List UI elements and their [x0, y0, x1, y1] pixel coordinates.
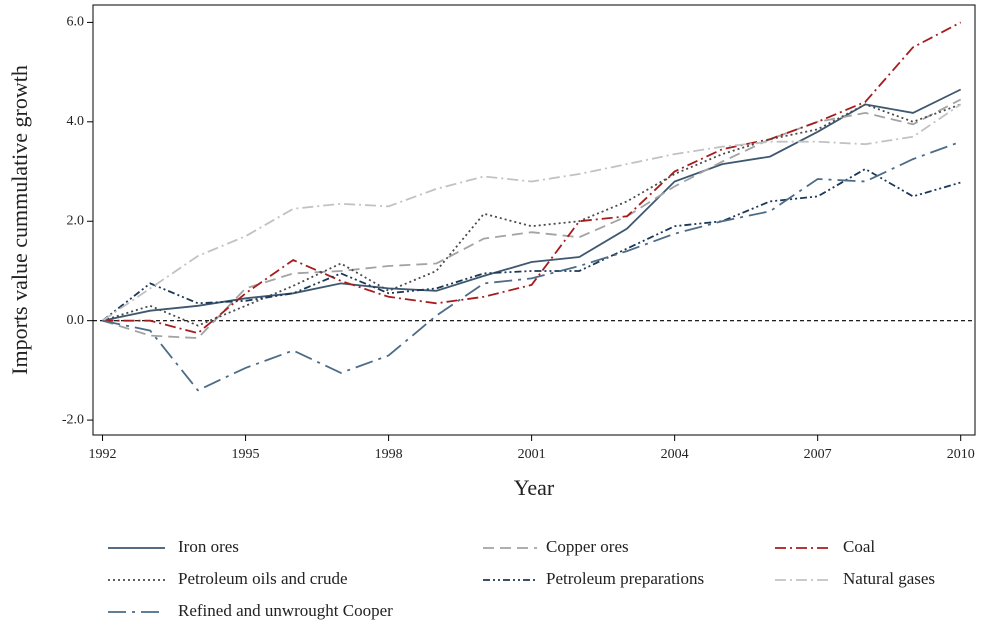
- legend-label: Copper ores: [546, 537, 629, 556]
- x-tick-label: 1998: [375, 447, 403, 462]
- legend-label: Coal: [843, 537, 875, 556]
- x-tick-label: 2001: [518, 447, 546, 462]
- legend-label: Iron ores: [178, 537, 239, 556]
- legend-label: Refined and unwrought Cooper: [178, 601, 393, 620]
- y-tick-label: 6.0: [67, 15, 85, 30]
- y-axis-title: Imports value cummulative growth: [7, 65, 32, 375]
- x-tick-label: 1995: [232, 447, 260, 462]
- x-axis-title: Year: [514, 475, 555, 500]
- legend-label: Natural gases: [843, 569, 935, 588]
- legend-label: Petroleum preparations: [546, 569, 704, 588]
- y-tick-label: 4.0: [67, 114, 85, 129]
- plot-frame: [92, 4, 976, 436]
- series-line: [102, 88, 962, 322]
- series-line: [101, 103, 962, 322]
- x-tick-label: 2004: [661, 447, 689, 462]
- series-line: [102, 98, 962, 340]
- y-tick-label: 0.0: [67, 313, 85, 328]
- x-tick-label: 2010: [947, 447, 975, 462]
- legend-label: Petroleum oils and crude: [178, 569, 348, 588]
- y-tick-label: -2.0: [62, 412, 84, 427]
- series-line: [102, 21, 962, 335]
- x-tick-label: 1992: [89, 447, 117, 462]
- x-tick-label: 2007: [804, 447, 832, 462]
- series-line: [102, 140, 962, 392]
- series-line: [102, 103, 962, 327]
- y-tick-label: 2.0: [67, 213, 85, 228]
- series-line: [101, 167, 961, 322]
